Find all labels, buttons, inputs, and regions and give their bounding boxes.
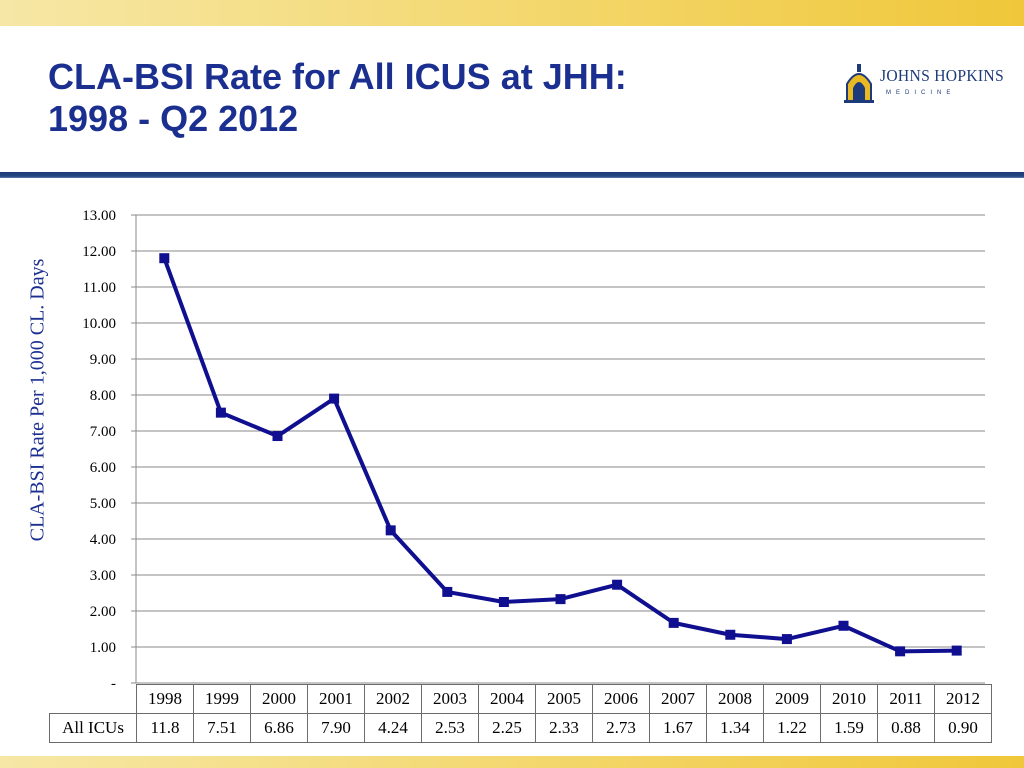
table-value-cell: 7.51 [193, 713, 251, 743]
johns-hopkins-logo: JOHNS HOPKINS MEDICINE [842, 62, 1004, 108]
y-tick-label: 3.00 [90, 568, 116, 584]
table-year-cell: 2007 [649, 684, 707, 714]
y-tick-label: 1.00 [90, 640, 116, 656]
slide-title: CLA-BSI Rate for All ICUS at JHH: 1998 -… [48, 56, 627, 140]
dome-icon [844, 64, 874, 103]
table-value-cell: 1.34 [706, 713, 764, 743]
table-value-cell: 6.86 [250, 713, 308, 743]
slide-title-line-1: CLA-BSI Rate for All ICUS at JHH: [48, 56, 627, 97]
table-value-cell: 2.33 [535, 713, 593, 743]
table-year-cell: 2000 [250, 684, 308, 714]
table-year-cell: 2011 [877, 684, 935, 714]
data-point [838, 620, 849, 631]
table-year-cell: 2002 [364, 684, 422, 714]
table-year-cell: 2012 [934, 684, 992, 714]
y-tick-label: 4.00 [90, 532, 116, 548]
slide-title-line-2: 1998 - Q2 2012 [48, 98, 299, 139]
table-value-cell: 1.59 [820, 713, 878, 743]
bottom-decorative-band [0, 756, 1024, 768]
data-table: 1998 1999 2000 2001 2002 2003 2004 2005 2006 2007… [49, 684, 992, 743]
data-point [159, 253, 170, 264]
y-tick-label: 7.00 [90, 424, 116, 440]
data-point [215, 407, 226, 418]
data-point [498, 597, 509, 607]
table-year-cell: 2005 [535, 684, 593, 714]
data-point [272, 431, 283, 442]
table-year-cell: 2004 [478, 684, 536, 714]
y-tick-label: 13.00 [82, 208, 116, 224]
table-year-cell: 2008 [706, 684, 764, 714]
y-tick-label: 8.00 [90, 388, 116, 404]
logo-subtitle: MEDICINE [886, 90, 956, 96]
table-value-cell: 0.88 [877, 713, 935, 743]
table-row: All ICUs 11.8 7.51 6.86 7.90 4.24 2.53 2.25 2.3… [49, 713, 992, 743]
line-chart: - 1.00 2.00 3.00 4.00 5.00 6.00 7.00 8.00 9.00 10.… [82, 208, 985, 690]
data-point [895, 646, 906, 657]
series-line [162, 257, 957, 654]
table-header-row: 1998 1999 2000 2001 2002 2003 2004 2005 2006 2007… [50, 684, 992, 714]
table-year-cell: 2009 [763, 684, 821, 714]
data-point [612, 579, 623, 590]
data-point [668, 617, 679, 628]
y-tick-label: 5.00 [90, 496, 116, 512]
data-point [951, 645, 962, 656]
table-value-cell: 0.90 [934, 713, 992, 743]
table-year-cell: 1998 [136, 684, 194, 714]
table-value-cell: 1.67 [649, 713, 707, 743]
table-year-cell: 2006 [592, 684, 650, 714]
data-point [555, 594, 566, 605]
table-year-cell: 2001 [307, 684, 365, 714]
table-value-cell: 2.73 [592, 713, 650, 743]
y-tick-label: 11.00 [83, 280, 116, 296]
table-value-cell: 11.8 [136, 713, 194, 743]
title-divider [0, 172, 1024, 178]
table-year-cell: 2010 [820, 684, 878, 714]
y-tick-label: 6.00 [90, 460, 116, 476]
y-tick-label: 10.00 [82, 316, 116, 332]
data-point [442, 586, 453, 597]
y-tick-label: - [111, 676, 116, 690]
data-point [329, 393, 340, 404]
logo-wordmark: JOHNS HOPKINS [880, 66, 1004, 85]
table-year-cell: 2003 [421, 684, 479, 714]
table-corner [50, 685, 137, 714]
table-value-cell: 2.53 [421, 713, 479, 743]
top-decorative-band [0, 0, 1024, 26]
y-tick-label: 2.00 [90, 604, 116, 620]
table-value-cell: 1.22 [763, 713, 821, 743]
series-name-cell: All ICUs [49, 713, 137, 743]
table-year-cell: 1999 [193, 684, 251, 714]
data-point [781, 634, 792, 645]
table-value-cell: 7.90 [307, 713, 365, 743]
data-point [385, 525, 396, 536]
y-tick-label: 9.00 [90, 352, 116, 368]
data-point [725, 629, 736, 640]
table-value-cell: 2.25 [478, 713, 536, 743]
y-tick-label: 12.00 [82, 244, 116, 260]
table-value-cell: 4.24 [364, 713, 422, 743]
